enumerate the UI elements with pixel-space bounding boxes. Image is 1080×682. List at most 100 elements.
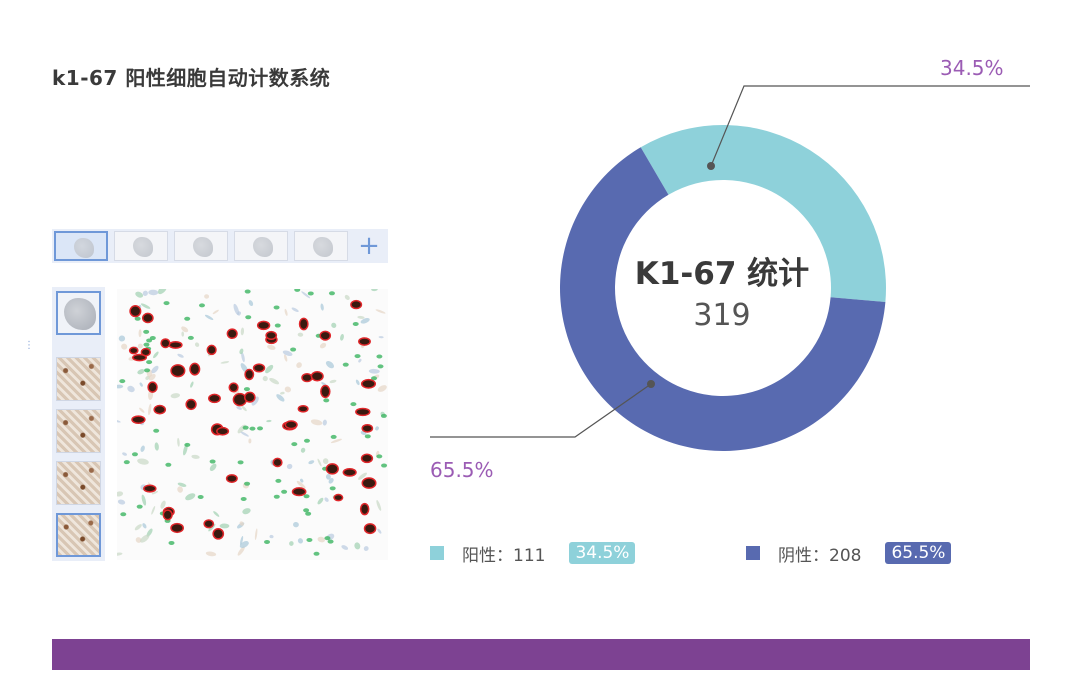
negative-cell-marker bbox=[281, 489, 288, 494]
positive-cell-marker bbox=[160, 338, 171, 349]
stroma-cell bbox=[376, 500, 382, 511]
stroma-cell bbox=[204, 314, 214, 320]
legend-negative: 阴性：208 65.5% bbox=[746, 541, 952, 566]
negative-cell-marker bbox=[381, 463, 388, 468]
stroma-cell bbox=[375, 309, 386, 314]
negative-cell-marker bbox=[257, 426, 264, 431]
stroma-cell bbox=[240, 431, 249, 437]
stroma-cell bbox=[266, 419, 272, 423]
negative-cell-marker bbox=[119, 379, 126, 384]
positive-cell-marker bbox=[320, 384, 331, 399]
stroma-cell bbox=[142, 290, 148, 296]
scroll-dots-icon: ⋮ bbox=[24, 340, 34, 351]
negative-cell-marker bbox=[146, 338, 153, 343]
thumbnail[interactable] bbox=[294, 231, 348, 261]
microscopy-image[interactable] bbox=[117, 289, 388, 560]
side-thumbnail-overview[interactable] bbox=[56, 291, 101, 335]
stroma-cell bbox=[170, 393, 181, 399]
negative-cell-marker bbox=[274, 323, 281, 328]
negative-cell-marker bbox=[209, 459, 216, 464]
negative-cell-marker bbox=[240, 497, 247, 502]
negative-cell-marker bbox=[249, 426, 256, 431]
stroma-cell bbox=[205, 551, 217, 557]
stroma-cell bbox=[237, 546, 245, 556]
callout-line-negative bbox=[430, 383, 652, 438]
positive-cell-marker bbox=[170, 364, 186, 378]
side-thumbnail[interactable] bbox=[56, 461, 101, 505]
negative-cell-marker bbox=[143, 342, 150, 347]
positive-cell-marker bbox=[185, 398, 197, 411]
stroma-cell bbox=[219, 523, 230, 529]
stroma-cell bbox=[322, 458, 329, 465]
negative-cell-marker bbox=[242, 425, 249, 430]
tissue-thumbnail-icon bbox=[193, 237, 213, 257]
positive-cell-marker bbox=[228, 382, 239, 393]
stroma-cell bbox=[236, 406, 243, 410]
stroma-cell bbox=[341, 545, 349, 550]
stroma-cell bbox=[157, 289, 167, 295]
stroma-cell bbox=[262, 375, 268, 382]
negative-cell-marker bbox=[354, 354, 361, 359]
thumbnail[interactable] bbox=[54, 231, 108, 261]
negative-cell-marker bbox=[352, 322, 359, 327]
stroma-cell bbox=[371, 289, 378, 292]
stroma-cell bbox=[135, 291, 144, 298]
negative-cell-marker bbox=[184, 442, 191, 447]
positive-cell-marker bbox=[203, 519, 215, 529]
stroma-cell bbox=[328, 478, 334, 484]
stroma-cell bbox=[139, 382, 143, 387]
positive-cell-marker bbox=[265, 330, 278, 340]
negative-cell-marker bbox=[165, 462, 172, 467]
negative-cell-marker bbox=[273, 494, 280, 499]
positive-cell-marker bbox=[298, 317, 309, 331]
negative-cell-marker bbox=[377, 364, 384, 369]
stroma-cell bbox=[355, 379, 360, 386]
page-title: k1-67 阳性细胞自动计数系统 bbox=[52, 66, 331, 90]
positive-cell-marker bbox=[141, 312, 154, 324]
positive-cell-marker bbox=[225, 474, 238, 483]
negative-cell-marker bbox=[380, 413, 387, 418]
negative-cell-marker bbox=[275, 478, 282, 483]
stroma-cell bbox=[322, 419, 327, 426]
side-thumbnail[interactable] bbox=[56, 357, 101, 401]
donut-center-value: 319 bbox=[693, 298, 751, 333]
thumbnail[interactable] bbox=[234, 231, 288, 261]
stroma-cell bbox=[141, 494, 147, 506]
positive-cell-marker bbox=[358, 337, 371, 346]
thumbnail[interactable] bbox=[174, 231, 228, 261]
negative-cell-marker bbox=[144, 368, 151, 373]
side-thumbnail[interactable] bbox=[56, 409, 101, 453]
thumbnail[interactable] bbox=[114, 231, 168, 261]
stroma-cell bbox=[209, 463, 217, 472]
add-image-button[interactable]: + bbox=[358, 231, 380, 261]
legend-label-negative: 阴性：208 bbox=[778, 545, 862, 566]
negative-cell-marker bbox=[303, 494, 310, 499]
stroma-cell bbox=[241, 352, 245, 363]
stroma-cell bbox=[145, 375, 150, 380]
stroma-cell bbox=[317, 458, 322, 467]
negative-cell-marker bbox=[303, 508, 310, 513]
negative-cell-marker bbox=[244, 481, 251, 486]
positive-cell-marker bbox=[310, 371, 324, 382]
positive-cell-marker bbox=[361, 423, 374, 433]
negative-cell-marker bbox=[123, 460, 130, 465]
stroma-cell bbox=[121, 343, 128, 350]
negative-cell-marker bbox=[143, 329, 150, 334]
side-thumbnail[interactable] bbox=[56, 513, 101, 557]
negative-cell-marker bbox=[264, 540, 271, 545]
stroma-cell bbox=[140, 534, 150, 543]
negative-cell-marker bbox=[313, 551, 320, 556]
stroma-cell bbox=[151, 491, 158, 495]
stroma-cell bbox=[177, 437, 180, 447]
positive-cell-marker bbox=[244, 368, 255, 381]
stroma-cell bbox=[297, 332, 304, 337]
legend-label-positive: 阳性：111 bbox=[462, 545, 546, 566]
positive-cell-marker bbox=[189, 362, 201, 376]
negative-cell-marker bbox=[120, 512, 127, 517]
stroma-cell bbox=[276, 394, 285, 402]
stroma-cell bbox=[377, 528, 382, 534]
positive-cell-marker bbox=[243, 391, 256, 403]
stroma-cell bbox=[146, 528, 153, 537]
stroma-cell bbox=[137, 343, 143, 349]
negative-cell-marker bbox=[187, 335, 194, 340]
